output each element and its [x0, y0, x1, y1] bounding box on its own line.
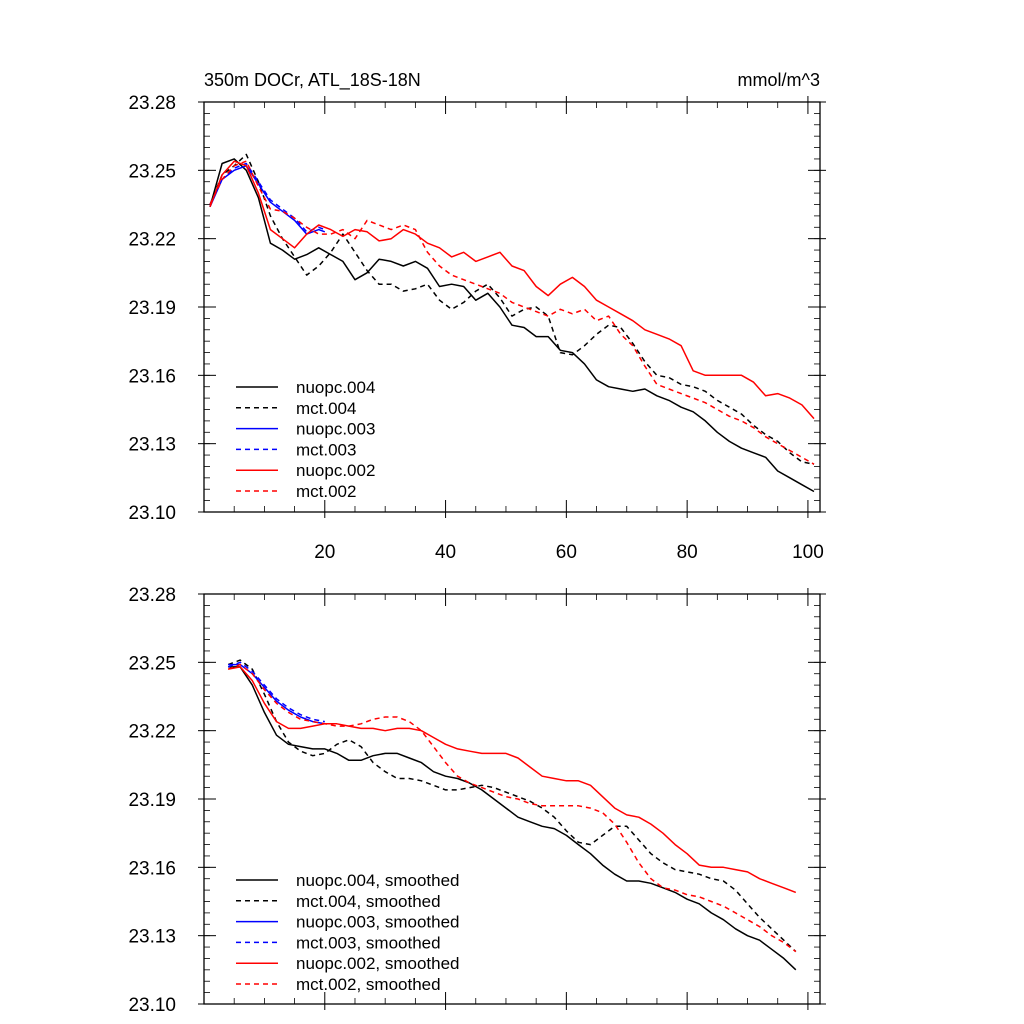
y-tick-label: 23.25: [128, 161, 176, 182]
legend-label: nuopc.004: [296, 378, 375, 397]
y-tick-label: 23.22: [128, 722, 176, 743]
series-line-nuopc-004-smoothed: [228, 666, 797, 971]
legend-label: mct.004, smoothed: [296, 892, 441, 911]
series-line-mct-003-smoothed: [227, 661, 325, 723]
legend-label: nuopc.004, smoothed: [296, 871, 460, 890]
y-tick-label: 23.16: [128, 858, 176, 879]
axis-ticks: [198, 588, 826, 1010]
axis-ticks: [198, 96, 826, 518]
y-tick-label: 23.28: [128, 585, 176, 606]
axis-tick-labels: 23.28 23.25 23.22 23.19 23.16 23.13 23.10: [128, 585, 176, 1016]
y-tick-label: 23.28: [128, 93, 176, 114]
legend-label: nuopc.002: [296, 461, 375, 480]
legend-label: nuopc.002, smoothed: [296, 954, 460, 973]
y-tick-label: 23.22: [128, 230, 176, 251]
y-tick-label: 23.19: [128, 790, 176, 811]
y-tick-label: 23.25: [128, 653, 176, 674]
legend-label: nuopc.003: [296, 420, 375, 439]
y-tick-label: 23.16: [128, 366, 176, 387]
chart-title: 350m DOCr, ATL_18S-18N: [204, 70, 421, 91]
legend: nuopc.004, smoothed mct.004, smoothed nuop…: [236, 871, 460, 994]
y-tick-label: 23.13: [128, 435, 176, 456]
series-lines: [209, 153, 815, 493]
x-tick-label: 60: [556, 542, 577, 563]
series-line-mct-002-smoothed: [227, 663, 797, 953]
series-line-nuopc-004: [209, 158, 815, 493]
series-line-nuopc-003: [209, 165, 326, 235]
x-tick-label: 80: [677, 542, 698, 563]
units-label: mmol/m^3: [738, 70, 820, 90]
legend-label: mct.002, smoothed: [296, 975, 441, 994]
series-line-mct-004: [209, 153, 815, 465]
x-tick-label: 40: [435, 542, 456, 563]
y-tick-label: 23.13: [128, 927, 176, 948]
y-tick-label: 23.10: [128, 995, 176, 1016]
legend-label: mct.004: [296, 399, 356, 418]
axis-tick-labels: 23.28 23.25 23.22 23.19 23.16 23.13 23.10 20 40 6…: [128, 93, 823, 563]
series-line-mct-004-smoothed: [227, 659, 797, 953]
y-tick-label: 23.19: [128, 298, 176, 319]
bottom-panel: 23.28 23.25 23.22 23.19 23.16 23.13 23.10 nuop…: [128, 585, 826, 1016]
legend-label: mct.003, smoothed: [296, 933, 441, 952]
x-tick-label: 100: [792, 542, 824, 563]
legend-label: mct.002: [296, 482, 356, 501]
series-line-mct-002: [209, 160, 815, 465]
series-line-nuopc-002: [209, 160, 815, 420]
series-line-nuopc-003-smoothed: [228, 663, 325, 725]
top-panel: 350m DOCr, ATL_18S-18N mmol/m^3 23.2823.…: [128, 70, 826, 563]
legend-label: nuopc.003, smoothed: [296, 913, 460, 932]
series-lines: [227, 659, 797, 971]
legend-label: mct.003: [296, 440, 356, 459]
x-tick-label: 20: [314, 542, 335, 563]
y-tick-label: 23.10: [128, 503, 176, 524]
